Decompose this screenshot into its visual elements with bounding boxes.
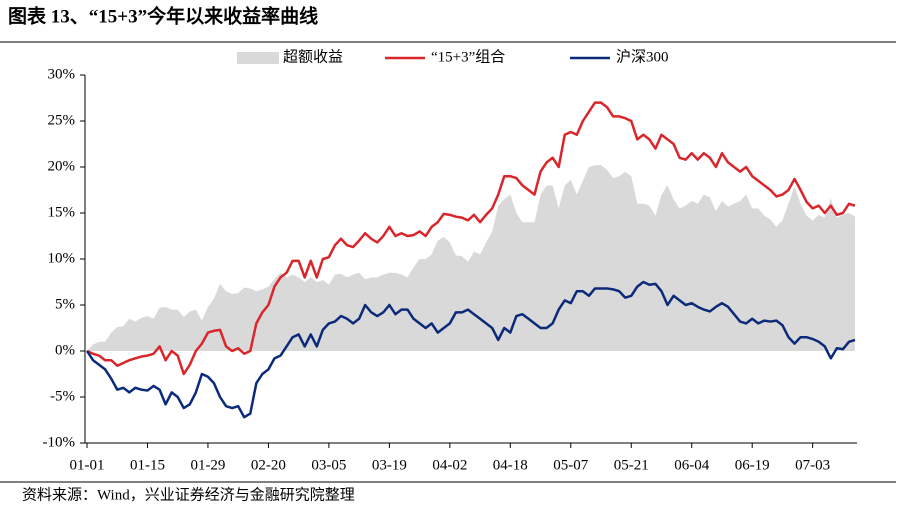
y-tick-label: 30% [48,66,76,82]
x-tick-label: 01-29 [190,457,225,473]
y-tick-label: 10% [48,250,76,266]
legend-label: 超额收益 [283,48,343,65]
x-tick-label: 02-20 [251,457,286,473]
line [85,280,856,419]
legend-label: “15+3”组合 [431,48,505,65]
legend-label: 沪深300 [616,48,669,65]
x-tick-label: 01-15 [130,457,165,473]
y-tick-label: -10% [43,434,76,450]
x-tick-label: 05-21 [614,457,649,473]
y-tick-label: 5% [55,296,75,312]
x-tick-label: 03-19 [372,457,407,473]
x-tick-label: 01-01 [70,457,105,473]
y-tick-label: 25% [48,112,76,128]
x-tick-label: 06-04 [674,457,709,473]
y-tick-label: 0% [55,342,75,358]
x-tick-label: 04-18 [493,457,528,473]
x-tick-label: 06-19 [735,457,770,473]
y-tick-label: 15% [48,204,76,220]
line [86,101,856,376]
legend-swatch [237,52,279,64]
x-tick-label: 05-07 [553,457,588,473]
area [87,165,855,351]
y-tick-label: 20% [48,158,76,174]
x-tick-label: 03-05 [311,457,346,473]
source-note: 资料来源：Wind，兴业证券经济与金融研究院整理 [22,485,355,503]
chart-title: 图表 13、“15+3”今年以来收益率曲线 [8,4,318,27]
y-tick-label: -5% [50,388,75,404]
x-tick-label: 04-02 [432,457,467,473]
x-tick-label: 07-03 [795,457,830,473]
